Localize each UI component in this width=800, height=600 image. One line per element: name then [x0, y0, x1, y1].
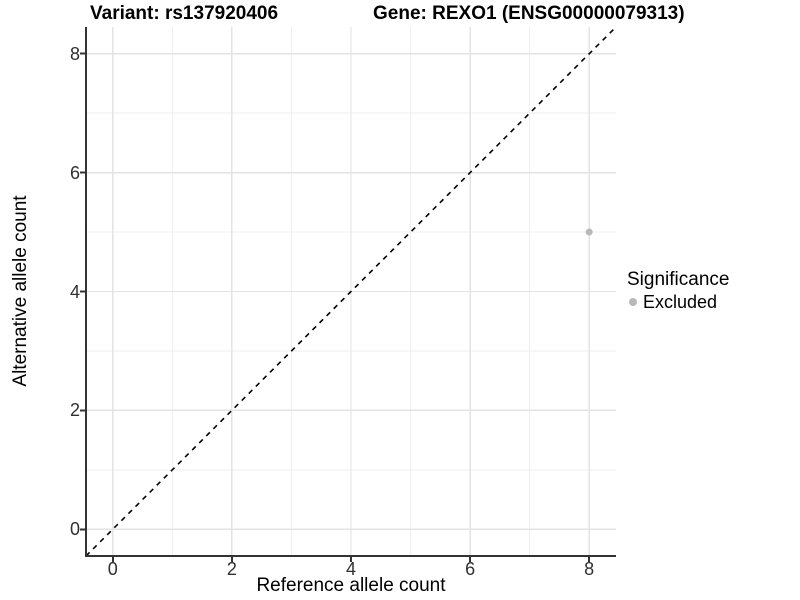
- plot-title-variant: Variant: rs137920406: [90, 3, 279, 24]
- legend: Significance Excluded: [627, 268, 729, 312]
- x-tick-label: 2: [226, 559, 237, 579]
- x-tick-label: 6: [465, 559, 476, 579]
- identity-reference-line: [85, 26, 617, 557]
- x-axis-title: Reference allele count: [256, 575, 446, 596]
- y-tick-label: 6: [69, 162, 80, 183]
- y-tick-label: 0: [69, 519, 80, 540]
- legend-entry-excluded: Excluded: [627, 292, 729, 312]
- data-point: [585, 228, 593, 236]
- y-tick-label: 2: [69, 400, 80, 421]
- legend-entry-label: Excluded: [643, 291, 718, 312]
- x-tick-label: 4: [345, 559, 356, 579]
- x-tick-label: 0: [107, 559, 118, 579]
- legend-key-dot-icon: [629, 298, 637, 306]
- y-tick-label: 4: [69, 281, 80, 302]
- x-tick-label: 8: [584, 559, 595, 579]
- plot-title-gene: Gene: REXO1 (ENSG00000079313): [373, 3, 685, 24]
- y-axis-title: Alternative allele count: [10, 195, 31, 387]
- y-tick-label: 8: [69, 43, 80, 64]
- legend-title: Significance: [627, 269, 730, 290]
